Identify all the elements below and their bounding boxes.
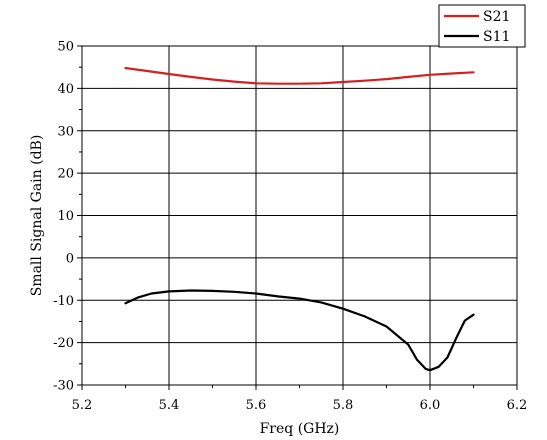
x-tick-label: 5.8 xyxy=(333,398,354,413)
y-tick-label: 40 xyxy=(57,82,74,97)
x-axis-label: Freq (GHz) xyxy=(260,421,340,437)
series-line-s11 xyxy=(124,289,475,372)
y-tick-label: 30 xyxy=(57,124,74,139)
x-tick-label: 6.0 xyxy=(420,398,441,413)
ticks xyxy=(77,45,518,390)
y-tick-label: 10 xyxy=(57,209,74,224)
tick-labels: 5.2 5.4 5.6 5.8 6.0 6.2 50 40 30 20 10 0 -10 -20 -30 xyxy=(53,40,527,414)
x-tick-label: 5.6 xyxy=(246,398,267,413)
series-layer xyxy=(124,66,475,372)
y-axis-label: Small Signal Gain (dB) xyxy=(29,135,45,297)
y-tick-label: 20 xyxy=(57,167,74,182)
y-tick-label: -30 xyxy=(53,379,74,394)
x-tick-label: 5.2 xyxy=(72,398,93,413)
legend-label-s11: S11 xyxy=(483,29,510,45)
legend-box xyxy=(438,4,526,48)
x-tick-label: 6.2 xyxy=(507,398,528,413)
y-tick-label: 0 xyxy=(66,251,74,266)
x-tick-label: 5.4 xyxy=(159,398,180,413)
series-line-s21 xyxy=(124,66,475,85)
y-tick-label: -10 xyxy=(53,294,74,309)
y-tick-label: -20 xyxy=(53,336,74,351)
grid xyxy=(81,45,518,386)
y-tick-label: 50 xyxy=(57,40,74,55)
legend-label-s21: S21 xyxy=(483,9,510,25)
